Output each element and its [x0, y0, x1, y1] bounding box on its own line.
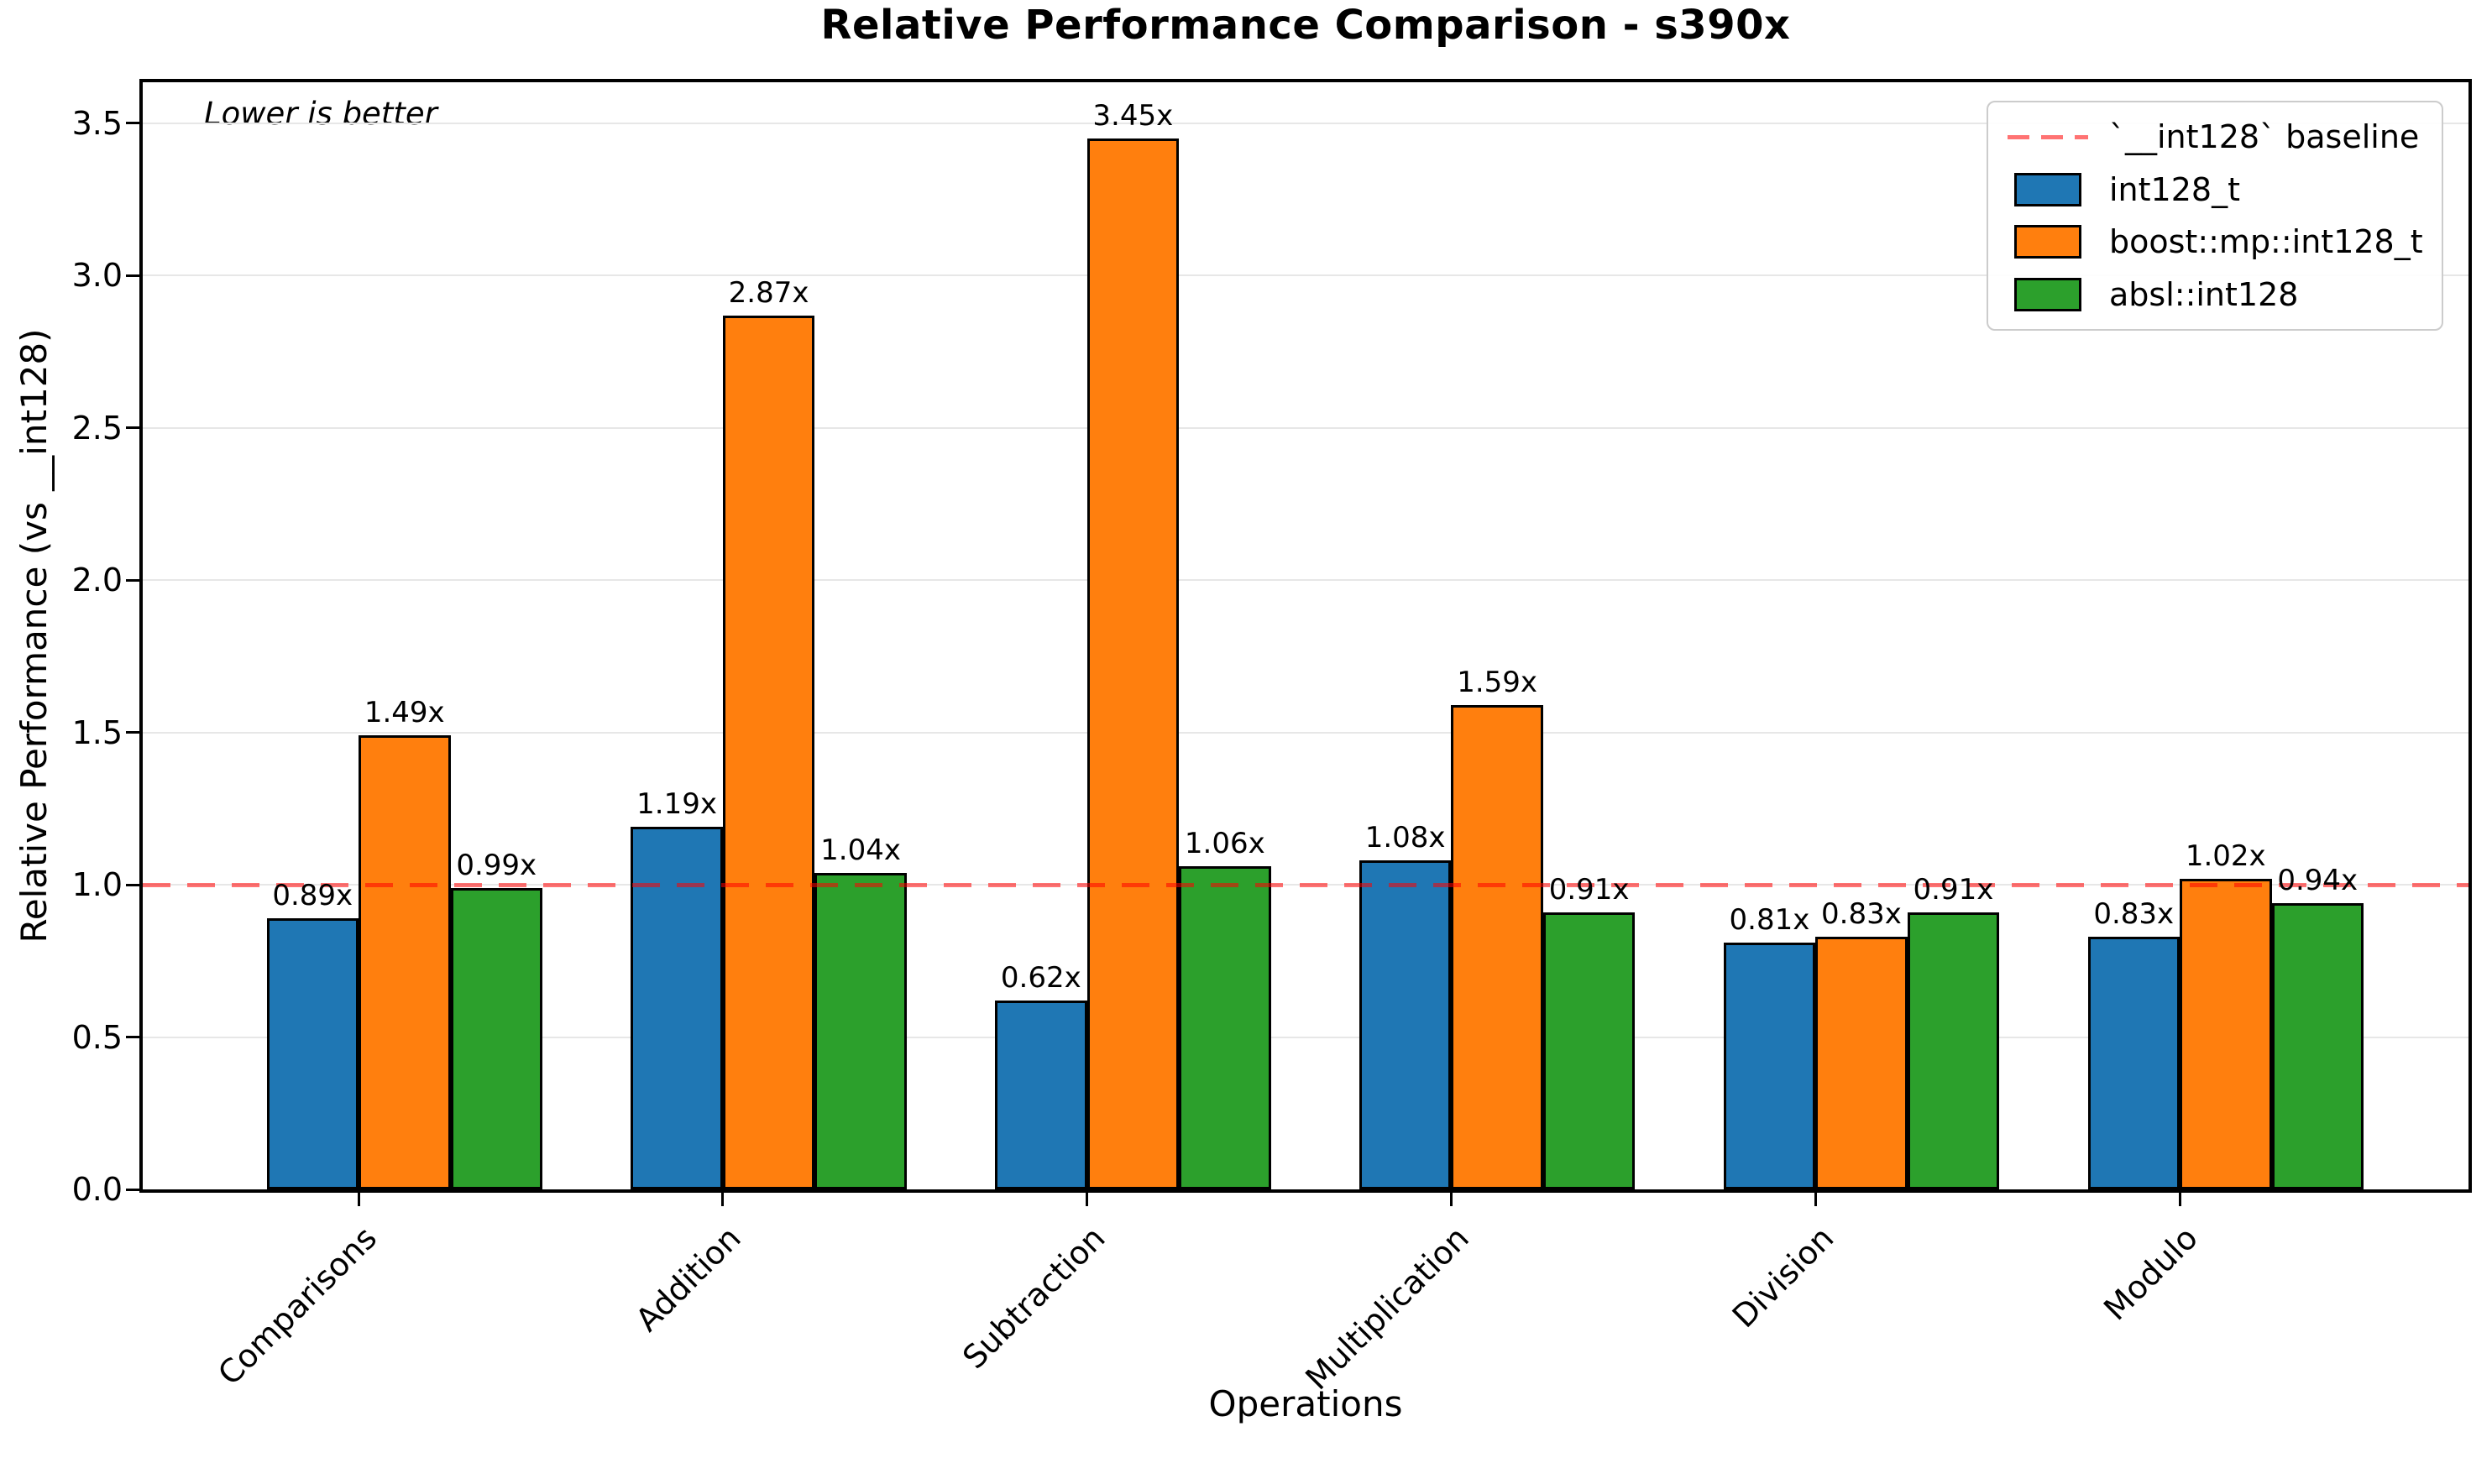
- y-tick-label: 2.5: [71, 409, 123, 447]
- y-tick-mark: [126, 731, 141, 734]
- x-tick-label-Modulo: Modulo: [2097, 1219, 2205, 1328]
- gridline: [143, 1036, 2468, 1038]
- bar-int128_t-Comparisons: [266, 918, 359, 1189]
- legend-entry: int128_t: [2002, 171, 2428, 208]
- chart-title: Relative Performance Comparison - s390x: [820, 2, 1791, 49]
- legend-label: `__int128` baseline: [2109, 118, 2420, 156]
- bar-value-label: 0.91x: [1913, 872, 1994, 907]
- y-tick-label: 0.5: [71, 1018, 123, 1056]
- bar-value-label: 0.99x: [456, 848, 537, 882]
- y-tick-label: 1.5: [71, 713, 123, 751]
- bar-absl::int128-Addition: [814, 872, 907, 1189]
- y-tick-mark: [126, 274, 141, 277]
- y-tick-mark: [126, 122, 141, 125]
- bar-boost::mp::int128_t-Division: [1815, 936, 1908, 1189]
- bar-absl::int128-Modulo: [2271, 902, 2364, 1189]
- bar-int128_t-Addition: [631, 827, 723, 1189]
- bar-boost::mp::int128_t-Subtraction: [1086, 138, 1180, 1189]
- y-tick-label: 3.5: [71, 104, 123, 142]
- y-tick-mark: [126, 883, 141, 886]
- color-swatch-icon: [2014, 225, 2081, 259]
- legend-entry: boost::mp::int128_t: [2002, 223, 2428, 260]
- x-tick-mark: [1814, 1193, 1817, 1206]
- bar-value-label: 0.83x: [1821, 896, 1902, 931]
- bar-int128_t-Division: [1723, 943, 1816, 1189]
- legend-color-swatch-icon: [2002, 277, 2094, 311]
- gridline: [143, 426, 2468, 429]
- x-tick-mark: [1449, 1193, 1453, 1206]
- y-tick-mark: [126, 426, 141, 430]
- legend-label: int128_t: [2109, 170, 2240, 208]
- dashed-line-icon: [2008, 134, 2088, 139]
- gridline: [143, 274, 2468, 277]
- gridline: [143, 579, 2468, 582]
- y-tick-label: 0.0: [71, 1171, 123, 1208]
- x-tick-label-Multiplication: Multiplication: [1298, 1219, 1477, 1398]
- color-swatch-icon: [2014, 277, 2081, 311]
- gridline: [143, 122, 2468, 124]
- x-tick-label-Division: Division: [1725, 1219, 1841, 1335]
- legend-baseline-swatch-icon: [2002, 134, 2094, 139]
- y-tick-label: 2.0: [71, 562, 123, 599]
- bar-value-label: 0.91x: [1548, 872, 1630, 907]
- bar-value-label: 0.89x: [272, 879, 353, 913]
- annotation-lower-is-better: Lower is better: [204, 96, 437, 132]
- bar-absl::int128-Comparisons: [450, 887, 542, 1189]
- x-tick-mark: [721, 1193, 725, 1206]
- bar-boost::mp::int128_t-Modulo: [2180, 878, 2272, 1189]
- y-tick-mark: [126, 1036, 141, 1039]
- bar-boost::mp::int128_t-Addition: [722, 315, 815, 1189]
- y-tick-label: 3.0: [71, 257, 123, 295]
- x-tick-label-Subtraction: Subtraction: [955, 1219, 1112, 1377]
- bar-absl::int128-Division: [1907, 912, 2000, 1189]
- color-swatch-icon: [2014, 172, 2081, 206]
- bar-value-label: 0.94x: [2277, 863, 2358, 897]
- legend-color-swatch-icon: [2002, 225, 2094, 259]
- bar-value-label: 1.19x: [636, 787, 717, 822]
- bar-int128_t-Modulo: [2087, 936, 2180, 1189]
- legend-entry: absl::int128: [2002, 276, 2428, 313]
- bar-value-label: 0.83x: [2093, 896, 2175, 931]
- legend-label: boost::mp::int128_t: [2109, 223, 2423, 261]
- bar-int128_t-Multiplication: [1359, 860, 1452, 1189]
- bar-boost::mp::int128_t-Comparisons: [359, 735, 451, 1189]
- bar-value-label: 2.87x: [728, 275, 809, 310]
- bar-value-label: 1.04x: [820, 833, 901, 867]
- baseline-line: [143, 882, 2468, 887]
- bar-value-label: 1.59x: [1457, 666, 1538, 700]
- bar-absl::int128-Multiplication: [1542, 912, 1636, 1189]
- bar-value-label: 1.08x: [1364, 821, 1446, 855]
- bar-value-label: 3.45x: [1092, 99, 1174, 133]
- y-tick-label: 1.0: [71, 866, 123, 904]
- y-tick-mark: [126, 1188, 141, 1191]
- bar-value-label: 1.02x: [2185, 839, 2266, 873]
- bar-value-label: 0.81x: [1729, 903, 1810, 938]
- x-tick-mark: [2178, 1193, 2181, 1206]
- x-axis-label: Operations: [1208, 1383, 1403, 1424]
- x-tick-label-Comparisons: Comparisons: [210, 1219, 384, 1393]
- x-tick-mark: [1086, 1193, 1089, 1206]
- bar-value-label: 1.49x: [364, 696, 445, 730]
- x-tick-label-Addition: Addition: [628, 1219, 748, 1339]
- bar-int128_t-Subtraction: [995, 1001, 1087, 1189]
- bar-absl::int128-Subtraction: [1179, 866, 1271, 1189]
- y-tick-mark: [126, 578, 141, 582]
- legend-entry: `__int128` baseline: [2002, 118, 2428, 155]
- gridline: [143, 731, 2468, 734]
- bar-value-label: 0.62x: [1000, 961, 1081, 995]
- plot-border: [139, 79, 2472, 1193]
- legend-color-swatch-icon: [2002, 172, 2094, 206]
- bar-boost::mp::int128_t-Multiplication: [1451, 705, 1543, 1189]
- legend-label: absl::int128: [2109, 275, 2299, 313]
- x-tick-mark: [357, 1193, 360, 1206]
- bar-value-label: 1.06x: [1184, 827, 1265, 861]
